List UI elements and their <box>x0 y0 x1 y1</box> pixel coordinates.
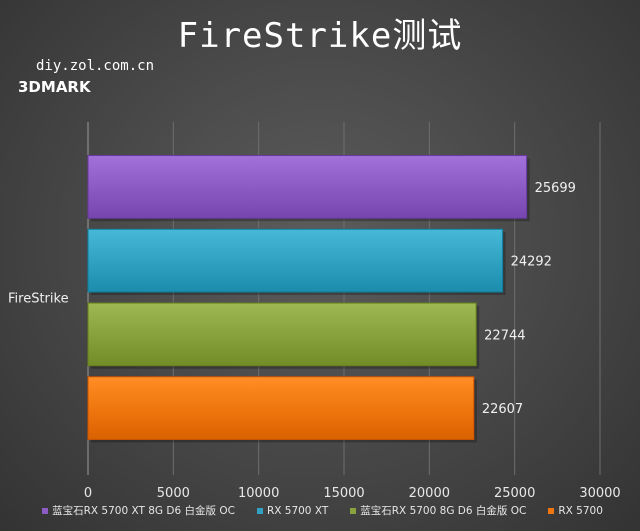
x-tick-label: 30000 <box>579 486 620 501</box>
legend-item: RX 5700 <box>548 503 603 518</box>
legend-swatch <box>256 507 263 514</box>
x-tick-label: 25000 <box>494 486 535 501</box>
site-watermark: diy.zol.com.cn <box>36 58 155 74</box>
legend-swatch <box>548 507 555 514</box>
data-label: 24292 <box>511 255 552 270</box>
chart-legend: 蓝宝石RX 5700 XT 8G D6 白金版 OC RX 5700 XT 蓝宝石R… <box>10 503 635 518</box>
legend-label: 蓝宝石RX 5700 8G D6 白金版 OC <box>360 505 527 517</box>
legend-label: 蓝宝石RX 5700 XT 8G D6 白金版 OC <box>52 505 235 517</box>
legend-swatch <box>42 507 49 514</box>
legend-item: 蓝宝石RX 5700 8G D6 白金版 OC <box>350 503 526 518</box>
bar <box>87 302 477 367</box>
legend-item: RX 5700 XT <box>256 503 329 518</box>
data-label: 22607 <box>482 402 523 417</box>
bar <box>87 155 528 219</box>
category-label: FireStrike <box>8 292 69 307</box>
brand-label: 3DMARK <box>18 78 91 96</box>
chart-title: FireStrike测试 <box>177 16 463 56</box>
legend-swatch <box>350 507 357 514</box>
x-tick-label: 0 <box>84 486 92 501</box>
bar <box>87 228 504 293</box>
legend-label: RX 5700 <box>558 504 603 517</box>
x-tick-label: 10000 <box>238 486 279 501</box>
data-label: 25699 <box>535 181 576 196</box>
x-tick-label: 15000 <box>323 486 364 501</box>
x-tick-label: 5000 <box>157 486 190 501</box>
legend-item: 蓝宝石RX 5700 XT 8G D6 白金版 OC <box>42 503 235 518</box>
x-tick-label: 20000 <box>409 486 450 501</box>
data-label: 22744 <box>484 328 525 343</box>
legend-label: RX 5700 XT <box>266 504 329 517</box>
bar <box>87 376 475 440</box>
